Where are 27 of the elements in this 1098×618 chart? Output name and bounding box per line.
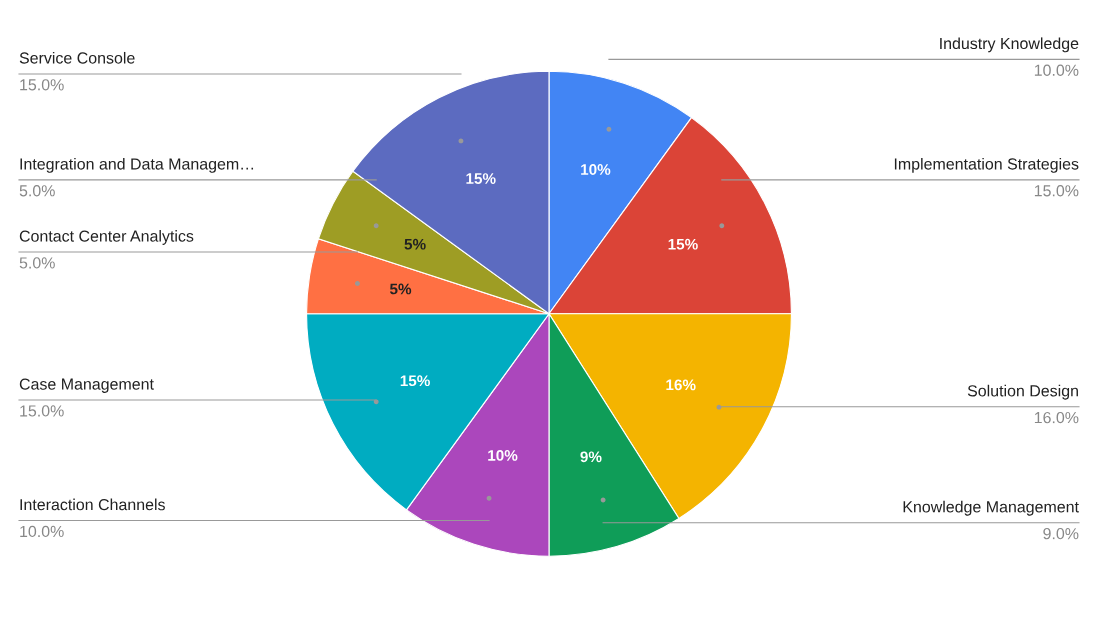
- data-label: 15%: [400, 375, 430, 387]
- text: 5.0%: [19, 185, 55, 197]
- data-label: 5%: [404, 238, 426, 250]
- slice-label: Knowledge Management: [903, 500, 1079, 516]
- slice-label: Contact Center Analytics: [19, 230, 194, 245]
- data-label: 16%: [666, 379, 696, 391]
- slice-label: Case Management: [19, 378, 154, 393]
- text: 10.0%: [20, 525, 64, 538]
- data-label: 15%: [466, 173, 496, 184]
- text: 15.0%: [20, 79, 64, 91]
- data-label: 15%: [668, 238, 698, 250]
- data-label: 9%: [580, 451, 602, 463]
- data-label: 10%: [581, 164, 611, 175]
- text: 16.0%: [1034, 411, 1079, 424]
- slice-label: Integration and Data Managem…: [20, 157, 254, 173]
- text: 5.0%: [19, 257, 55, 269]
- slice-label: Interaction Channels: [20, 498, 165, 511]
- slice-label: Service Console: [19, 51, 135, 64]
- text: 9.0%: [1043, 527, 1079, 540]
- text: 15.0%: [1034, 185, 1079, 197]
- slice-label: Industry Knowledge: [940, 37, 1079, 53]
- data-label: 5%: [389, 283, 412, 295]
- slice-label: Implementation Strategies: [894, 157, 1079, 173]
- text: 10.0%: [1034, 64, 1079, 76]
- text: 15.0%: [20, 405, 64, 417]
- slice-label: Solution Design: [967, 384, 1078, 400]
- data-label: 10%: [488, 450, 518, 461]
